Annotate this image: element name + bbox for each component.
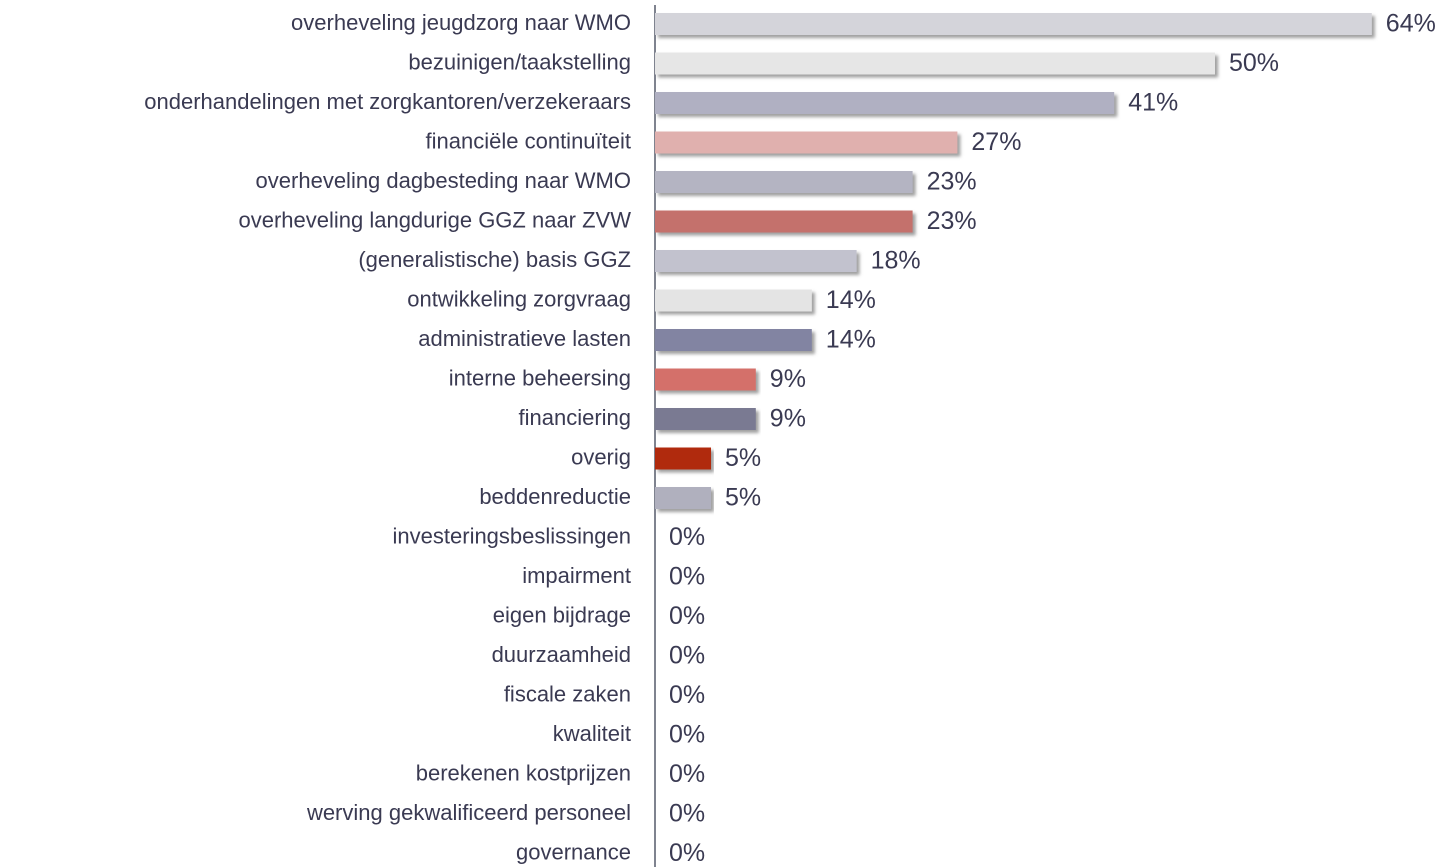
value-label: 27% — [971, 128, 1021, 156]
bar — [655, 408, 756, 430]
bar — [655, 171, 913, 193]
value-label: 14% — [826, 326, 876, 354]
category-label: werving gekwalificeerd personeel — [306, 800, 631, 825]
value-label: 0% — [669, 721, 705, 749]
bar — [655, 131, 958, 154]
value-label: 0% — [669, 800, 705, 828]
bar — [655, 52, 1215, 75]
value-label: 0% — [669, 523, 705, 551]
bar — [655, 289, 812, 312]
value-label: 50% — [1229, 49, 1279, 77]
bar — [655, 250, 857, 272]
value-label: 9% — [770, 405, 806, 433]
category-label: financiering — [518, 405, 631, 430]
bar — [655, 368, 756, 391]
category-label: investeringsbeslissingen — [393, 523, 631, 548]
category-label: (generalistische) basis GGZ — [358, 247, 631, 272]
category-label: beddenreductie — [479, 484, 631, 509]
category-label: overheveling jeugdzorg naar WMO — [291, 10, 631, 35]
category-label: overig — [571, 444, 631, 469]
category-label: administratieve lasten — [418, 326, 631, 351]
value-label: 64% — [1386, 10, 1436, 38]
category-label: interne beheersing — [449, 365, 631, 390]
value-label: 9% — [770, 365, 806, 393]
category-label: onderhandelingen met zorgkantoren/verzek… — [144, 89, 631, 114]
value-label: 0% — [669, 563, 705, 591]
value-label: 0% — [669, 839, 705, 867]
bar — [655, 447, 711, 470]
category-label: eigen bijdrage — [493, 602, 631, 627]
value-label: 0% — [669, 602, 705, 630]
value-label: 5% — [725, 484, 761, 512]
value-label: 14% — [826, 286, 876, 314]
bar — [655, 329, 812, 351]
value-label: 0% — [669, 642, 705, 670]
category-label: governance — [516, 839, 631, 864]
value-label: 23% — [927, 168, 977, 196]
category-label: kwaliteit — [553, 721, 631, 746]
value-label: 5% — [725, 444, 761, 472]
category-label: financiële continuïteit — [426, 128, 631, 153]
value-label: 0% — [669, 760, 705, 788]
category-label: duurzaamheid — [492, 642, 631, 667]
bar — [655, 487, 711, 509]
value-label: 18% — [871, 247, 921, 275]
category-label: berekenen kostprijzen — [416, 760, 631, 785]
category-label: overheveling langdurige GGZ naar ZVW — [238, 207, 631, 232]
bar — [655, 210, 913, 233]
value-label: 23% — [927, 207, 977, 235]
value-label: 0% — [669, 681, 705, 709]
bar — [655, 92, 1115, 114]
category-label: impairment — [522, 563, 631, 588]
category-label: bezuinigen/taakstelling — [408, 49, 631, 74]
bar — [655, 13, 1372, 35]
value-label: 41% — [1128, 89, 1178, 117]
category-label: overheveling dagbesteding naar WMO — [256, 168, 631, 193]
category-label: ontwikkeling zorgvraag — [407, 286, 631, 311]
category-label: fiscale zaken — [504, 681, 631, 706]
